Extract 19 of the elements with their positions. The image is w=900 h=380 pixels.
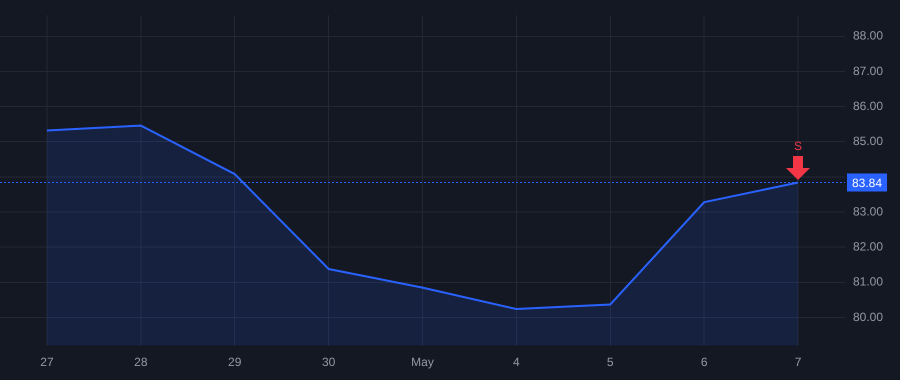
y-tick-label: 80.00 bbox=[853, 310, 884, 324]
x-tick-label: 27 bbox=[40, 355, 54, 370]
y-tick-label: 83.00 bbox=[853, 204, 884, 218]
y-tick-label: 85.00 bbox=[853, 134, 884, 148]
x-tick-label: May bbox=[411, 355, 434, 370]
x-tick-label: 29 bbox=[228, 355, 242, 370]
y-tick-label: 81.00 bbox=[853, 274, 884, 289]
x-tick-label: 28 bbox=[134, 355, 148, 370]
x-tick-label: 4 bbox=[513, 355, 520, 370]
annotation: S bbox=[794, 138, 802, 153]
x-tick-label: 5 bbox=[606, 355, 614, 370]
x-tick-label: 6 bbox=[700, 355, 708, 370]
y-tick-label: 86.00 bbox=[853, 98, 884, 113]
y-tick-label: 87.00 bbox=[853, 64, 884, 78]
x-tick-label: 30 bbox=[322, 355, 336, 370]
y-tick-label: 88.00 bbox=[853, 28, 884, 43]
ref-line-label: 83.84 bbox=[852, 176, 882, 190]
y-tick-label: 82.00 bbox=[853, 239, 884, 254]
x-tick-label: 7 bbox=[794, 355, 802, 370]
